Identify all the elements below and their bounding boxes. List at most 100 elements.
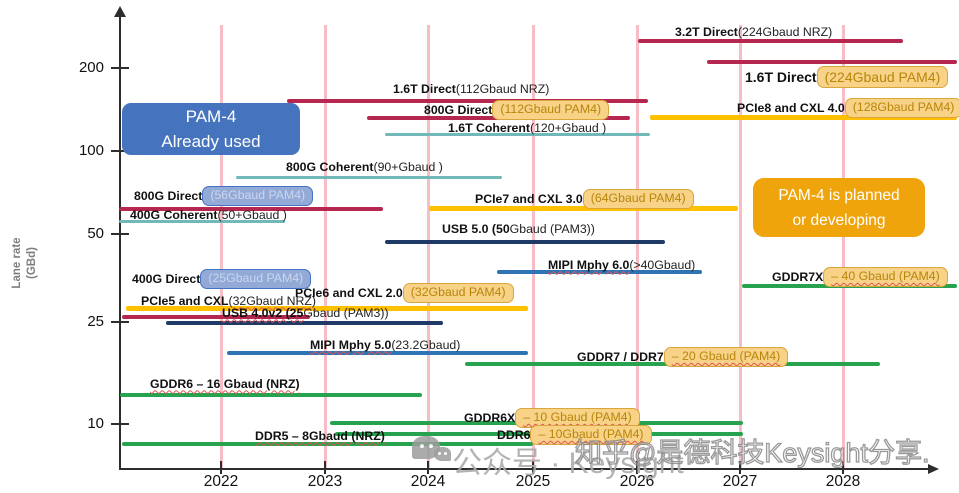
x-tick-label-2023: 2023: [307, 473, 343, 490]
x-tick-label-2026: 2026: [619, 473, 655, 490]
pam4-planned-pill: – 20 Gbaud (PAM4): [663, 347, 789, 367]
x-tick-mark-2022: [220, 461, 222, 474]
bar-1-6t-direct: [707, 60, 957, 64]
x-tick-mark-2024: [427, 461, 429, 474]
bar-label-name: 800G Direct: [424, 103, 493, 117]
pam4-planned-pill: (128Gbaud PAM4): [844, 98, 959, 118]
bar-label-rate: (90+Gbaud ): [373, 159, 443, 174]
bar-pcie8-and-cxl-4-0: [650, 114, 957, 120]
bar-label-400g-direct: 400G Direct (25Gbaud PAM4): [132, 268, 312, 290]
pam4-planned-pill: (32Gbaud PAM4): [402, 283, 514, 303]
bar-label-usb-5-0: USB 5.0 (50 Gbaud (PAM3)): [442, 221, 595, 236]
bar-label-mipi-mphy-5-0: MIPI Mphy 5.0 (23.2Gbaud): [310, 337, 460, 352]
x-tick-mark-2027: [739, 461, 741, 474]
bar-usb-4-0v2: [166, 321, 443, 325]
bar-1-6t-coherent: [385, 132, 650, 136]
pam4-used-pill: (56Gbaud PAM4): [202, 186, 314, 206]
bar-gddr6: [120, 393, 422, 397]
bar-label-gddr7x: GDDR7X – 40 Gbaud (PAM4): [772, 266, 948, 288]
bar-label-mipi-mphy-6-0: MIPI Mphy 6.0 (>40Gbaud): [548, 257, 695, 272]
bar-label-1-6t-coherent: 1.6T Coherent (120+Gbaud ): [448, 120, 606, 135]
bar-label-name: DDR6: [497, 428, 531, 442]
bar-mipi-mphy-6-0: [497, 270, 702, 274]
y-tick-label-200: 200: [78, 59, 104, 76]
bar-label-name: PCIe7 and CXL 3.0: [475, 192, 583, 206]
bar-label-gddr6: GDDR6 – 16 Gbaud (NRZ): [150, 376, 300, 391]
bar-400g-direct: [122, 315, 310, 319]
bar-label-name: GDDR6X: [464, 411, 516, 425]
bar-label-400g-coherent: 400G Coherent (50+Gbaud ): [130, 207, 287, 222]
bar-label-pcie7-and-cxl-3-0: PCIe7 and CXL 3.0 (64Gbaud PAM4): [475, 188, 694, 210]
bar-label-name: PCIe6 and CXL 2.0: [295, 286, 403, 300]
bar-400g-coherent: [119, 219, 285, 223]
bar-label-800g-direct: 800G Direct (112Gbaud PAM4): [424, 99, 610, 121]
bar-label-pcie6-and-cxl-2-0: PCIe6 and CXL 2.0 (32Gbaud PAM4): [295, 282, 514, 304]
bar-label-gddr6x: GDDR6X – 10 Gbaud (PAM4): [464, 407, 640, 429]
bar-label-name: 1.6T Coherent: [448, 120, 530, 135]
y-tick-mark-50: [111, 233, 129, 235]
gridline-2026: [636, 25, 639, 469]
gridline-2023: [324, 25, 327, 469]
y-tick-label-50: 50: [87, 225, 104, 242]
callout-planned-line2: or developing: [792, 211, 886, 229]
bar-1-6t-direct: [287, 99, 648, 103]
gridline-2022: [220, 25, 223, 469]
bar-label-name: USB 5.0 (50: [442, 221, 510, 236]
y-axis-arrow: [114, 6, 126, 17]
pam4-planned-pill: (224Gbaud PAM4): [816, 65, 949, 89]
bar-label-name: 800G Direct: [134, 189, 203, 203]
bar-label-usb-4-0v2: USB 4.0v2 (25 Gbaud (PAM3)): [222, 305, 389, 320]
bar-label-rate: (112Gbaud NRZ): [455, 81, 550, 96]
x-tick-mark-2023: [324, 461, 326, 474]
callout-already-line1: PAM-4: [185, 107, 237, 126]
bar-label-pcie5-and-cxl: PCIe5 and CXL (32Gbaud NRZ): [141, 293, 316, 308]
x-tick-label-2028: 2028: [825, 473, 861, 490]
bar-label-rate: (50+Gbaud ): [217, 207, 287, 222]
y-tick-label-10: 10: [87, 415, 104, 432]
gridline-2028: [842, 25, 845, 469]
pam4-planned-pill: (64Gbaud PAM4): [582, 189, 694, 209]
x-tick-mark-2028: [842, 461, 844, 474]
x-axis-arrow: [928, 464, 939, 474]
bar-pcie7-and-cxl-3-0: [429, 205, 738, 211]
bar-800g-direct: [119, 207, 383, 211]
bar-label-1-6t-direct: 1.6T Direct (112Gbaud NRZ): [393, 81, 549, 96]
pam4-planned-pill: (112Gbaud PAM4): [492, 100, 610, 120]
bar-label-name: 800G Coherent: [286, 159, 374, 174]
x-tick-mark-2026: [636, 461, 638, 474]
x-tick-label-2022: 2022: [203, 473, 239, 490]
y-tick-mark-25: [111, 321, 129, 323]
y-axis-title: Lane rate (GBd): [10, 208, 46, 318]
bar-label-rate: (120+Gbaud ): [530, 120, 607, 135]
y-axis-title-line1: Lane rate: [11, 237, 23, 289]
gridline-2025: [532, 25, 535, 469]
bar-3-2t-direct: [638, 39, 903, 43]
bar-label-name: MIPI Mphy 6.0: [548, 257, 630, 272]
bar-label-rate: Gbaud (PAM3)): [509, 221, 595, 236]
y-tick-label-25: 25: [87, 313, 104, 330]
x-tick-label-2025: 2025: [515, 473, 551, 490]
pam4-used-pill: (25Gbaud PAM4): [200, 269, 312, 289]
y-tick-mark-100: [111, 150, 129, 152]
bar-label-rate: (224Gbaud NRZ): [737, 24, 833, 39]
bar-label-name: GDDR7 / DDR7: [577, 350, 664, 364]
bar-label-name: GDDR6 – 16 Gbaud (NRZ): [150, 376, 300, 391]
x-tick-mark-2025: [532, 461, 534, 474]
pam4-planned-pill: – 40 Gbaud (PAM4): [823, 267, 948, 287]
bar-label-name: GDDR7X: [772, 270, 824, 284]
callout-planned-line1: PAM-4 is planned: [778, 186, 900, 204]
y-tick-mark-200: [111, 67, 129, 69]
bar-pcie5-and-cxl: [126, 305, 528, 311]
y-tick-label-100: 100: [78, 142, 104, 159]
bar-ddr5: [122, 442, 533, 446]
y-axis-line: [119, 16, 121, 470]
gridline-2027: [739, 25, 742, 469]
callout-pam4-already-used: PAM-4 Already used: [122, 103, 300, 155]
x-tick-label-2024: 2024: [410, 473, 446, 490]
bar-label-1-6t-direct: 1.6T Direct (224Gbaud PAM4): [745, 65, 949, 89]
callout-pam4-planned: PAM-4 is planned or developing: [753, 178, 925, 237]
callout-already-line2: Already used: [161, 132, 261, 151]
bar-label-ddr6: DDR6 – 10Gbaud (PAM4): [497, 424, 652, 446]
bar-label-name: USB 4.0v2 (25: [222, 305, 304, 320]
x-tick-label-2027: 2027: [722, 473, 758, 490]
